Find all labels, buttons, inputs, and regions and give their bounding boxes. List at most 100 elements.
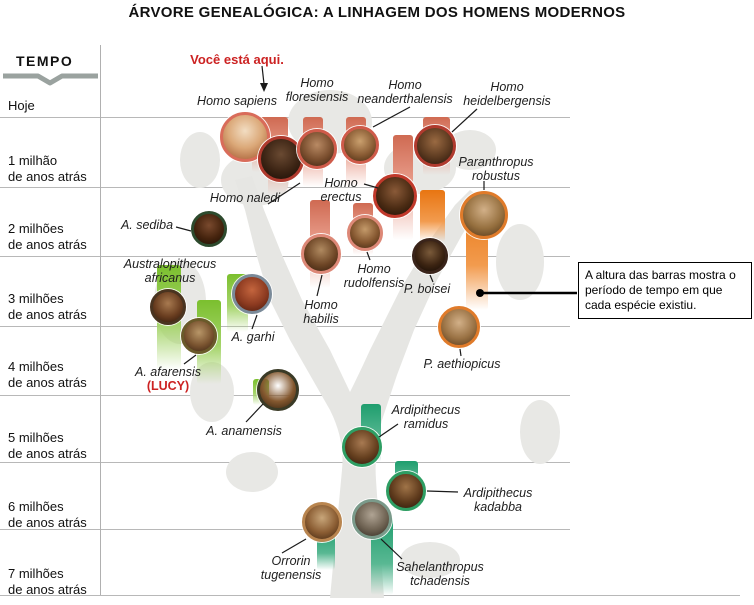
callout-text: A altura das barras mostra o período de … (585, 268, 736, 312)
species-label-garhi: A. garhi (231, 330, 274, 344)
species-portrait-habilis (301, 234, 341, 274)
leader-afarensis (183, 354, 197, 365)
gridline (0, 462, 570, 463)
species-label-text: Ardipithecus (463, 486, 533, 500)
time-label-text: de anos atrás (8, 581, 87, 597)
species-portrait-afarensis (181, 318, 217, 354)
species-label-text: Homo (324, 176, 358, 190)
species-label-afarensis: A. afarensis (LUCY) (135, 365, 201, 393)
species-label-text: Homo sapiens (197, 94, 277, 108)
species-portrait-kadabba (386, 471, 426, 511)
time-label-3m: 3 milhões de anos atrás (8, 291, 87, 322)
species-portrait-sahelanthropus (352, 499, 392, 539)
species-label-text: tugenensis (260, 568, 322, 582)
species-portrait-orrorin (302, 502, 342, 542)
species-label-text: heidelbergensis (463, 94, 551, 108)
species-portrait-floresiensis (297, 129, 337, 169)
you-are-here-arrow-icon (260, 83, 268, 92)
leader-boisei (429, 274, 434, 283)
species-label-text: floresiensis (285, 90, 349, 104)
species-portrait-robustus (460, 191, 508, 239)
species-label-text: erectus (320, 190, 362, 204)
time-label-text: de anos atrás (8, 168, 87, 184)
leader-heidelbergensis (451, 108, 478, 133)
species-label-aethiopicus: P. aethiopicus (424, 357, 501, 371)
species-portrait-neanderthalensis (341, 126, 379, 164)
species-label-boisei: P. boisei (404, 282, 450, 296)
leader-sediba (175, 226, 192, 232)
time-label-hoje: Hoje (8, 98, 35, 114)
species-label-kadabba: Ardipithecus kadabba (464, 486, 533, 514)
time-label-text: Hoje (8, 98, 35, 113)
species-portrait-ramidus (342, 427, 382, 467)
species-label-text: A. anamensis (206, 424, 282, 438)
species-label-text: Orrorin (271, 554, 311, 568)
species-label-text: Australopithecus (123, 257, 217, 271)
species-label-habilis: Homo habilis (303, 298, 338, 326)
species-portrait-sediba (191, 211, 227, 247)
time-label-text: 5 milhões (8, 430, 64, 445)
species-label-rudolfensis: Homo rudolfensis (344, 262, 404, 290)
species-portrait-boisei (412, 238, 448, 274)
time-label-1m: 1 milhão de anos atrás (8, 153, 87, 184)
species-label-text: A. sediba (120, 218, 174, 232)
species-label-floresiensis: Homo floresiensis (286, 76, 349, 104)
time-label-text: 4 milhões (8, 359, 64, 374)
axis-divider (100, 45, 101, 595)
species-label-sediba: A. sediba (121, 218, 173, 232)
time-label-text: de anos atrás (8, 445, 87, 461)
species-label-text: Homo (304, 298, 338, 312)
species-portrait-africanus (150, 289, 186, 325)
species-label-text: Homo naledi (209, 191, 281, 205)
species-label-text: Sahelanthropus (396, 560, 484, 574)
species-label-text: Ardipithecus (391, 403, 461, 417)
species-label-text: A. afarensis (134, 365, 202, 379)
time-label-4m: 4 milhões de anos atrás (8, 359, 87, 390)
species-label-heidelbergensis: Homo heidelbergensis (463, 80, 551, 108)
species-portrait-heidelbergensis (414, 125, 456, 167)
leader-anamensis (245, 403, 264, 423)
gridline (0, 326, 570, 327)
time-label-6m: 6 milhões de anos atrás (8, 499, 87, 530)
species-label-text: P. aethiopicus (423, 357, 501, 371)
time-label-7m: 7 milhões de anos atrás (8, 566, 87, 597)
species-portrait-aethiopicus (438, 306, 480, 348)
time-label-text: 1 milhão (8, 153, 58, 168)
species-label-text: robustus (472, 169, 520, 183)
species-label-neanderthalensis: Homo neanderthalensis (357, 78, 452, 106)
time-label-text: de anos atrás (8, 306, 87, 322)
tempo-axis-title: TEMPO (16, 53, 74, 69)
callout-box: A altura das barras mostra o período de … (578, 262, 752, 319)
species-label-text: Homo (490, 80, 524, 94)
species-label-text: ramidus (403, 417, 449, 431)
species-label-orrorin: Orrorin tugenensis (261, 554, 321, 582)
species-label-naledi: Homo naledi (210, 191, 280, 205)
time-label-5m: 5 milhões de anos atrás (8, 430, 87, 461)
time-label-text: de anos atrás (8, 236, 87, 252)
time-label-text: 3 milhões (8, 291, 64, 306)
species-portrait-garhi (232, 274, 272, 314)
species-label-text: Paranthropus (458, 155, 534, 169)
time-label-2m: 2 milhões de anos atrás (8, 221, 87, 252)
species-label-text: Homo (357, 262, 391, 276)
species-label-text: P. boisei (403, 282, 451, 296)
time-label-text: 6 milhões (8, 499, 64, 514)
species-label-text: Homo (388, 78, 422, 92)
species-label-text: A. garhi (231, 330, 275, 344)
you-are-here-label: Você está aqui. (190, 52, 284, 67)
time-label-text: 7 milhões (8, 566, 64, 581)
time-label-text: de anos atrás (8, 374, 87, 390)
time-label-text: 2 milhões (8, 221, 64, 236)
species-label-text: Homo (300, 76, 334, 90)
gridline-bottom (0, 595, 740, 596)
species-label-ramidus: Ardipithecus ramidus (392, 403, 461, 431)
species-label-text: rudolfensis (343, 276, 405, 290)
leader-you-are-here (261, 65, 265, 85)
species-portrait-erectus (373, 174, 417, 218)
species-bar-robustus (420, 190, 445, 242)
species-label-lucy: (LUCY) (146, 379, 190, 393)
species-label-sahelanthropus: Sahelanthropus tchadensis (396, 560, 484, 588)
species-label-text: tchadensis (410, 574, 470, 588)
species-label-robustus: Paranthropus robustus (458, 155, 533, 183)
